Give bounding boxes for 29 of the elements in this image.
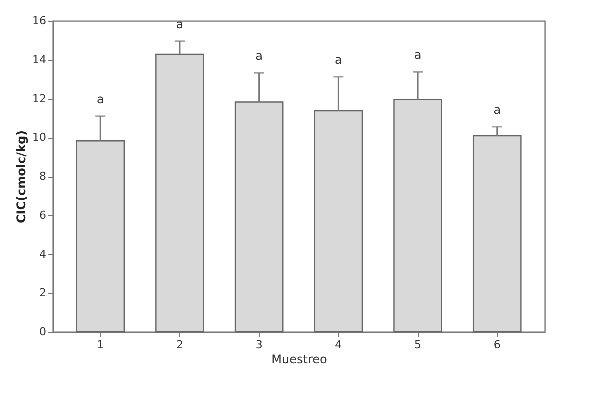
y-tick-label: 2 [40, 286, 46, 300]
bar [156, 54, 204, 333]
annotation: a [96, 92, 104, 106]
annotation: a [414, 48, 422, 62]
bar [314, 110, 364, 333]
annotation: a [256, 49, 263, 64]
y-tick-label: 4 [40, 248, 46, 261]
annotation: a [176, 17, 184, 32]
x-axis-title: Muestreo [272, 352, 328, 366]
x-tick-label: 5 [414, 338, 422, 352]
bar [472, 135, 522, 333]
annotation: a [494, 102, 502, 117]
bar [234, 102, 284, 333]
bar [394, 99, 442, 333]
x-tick-label: 3 [256, 338, 263, 352]
x-tick-label: 1 [97, 338, 104, 352]
y-tick-label: 10 [32, 131, 46, 144]
x-tick-label: 2 [176, 338, 184, 352]
bar [76, 140, 126, 333]
y-tick-label: 6 [40, 208, 46, 222]
y-tick-label: 12 [32, 92, 46, 106]
x-tick-label: 4 [335, 338, 342, 352]
y-axis-title: CIC(cmolc/kg) [14, 130, 29, 224]
x-tick-label: 6 [494, 338, 501, 352]
y-tick-label: 0 [40, 326, 46, 338]
annotation: a [335, 52, 342, 67]
y-tick-label: 14 [32, 53, 46, 66]
y-tick-label: 8 [40, 170, 46, 183]
y-tick-label: 16 [32, 14, 46, 28]
